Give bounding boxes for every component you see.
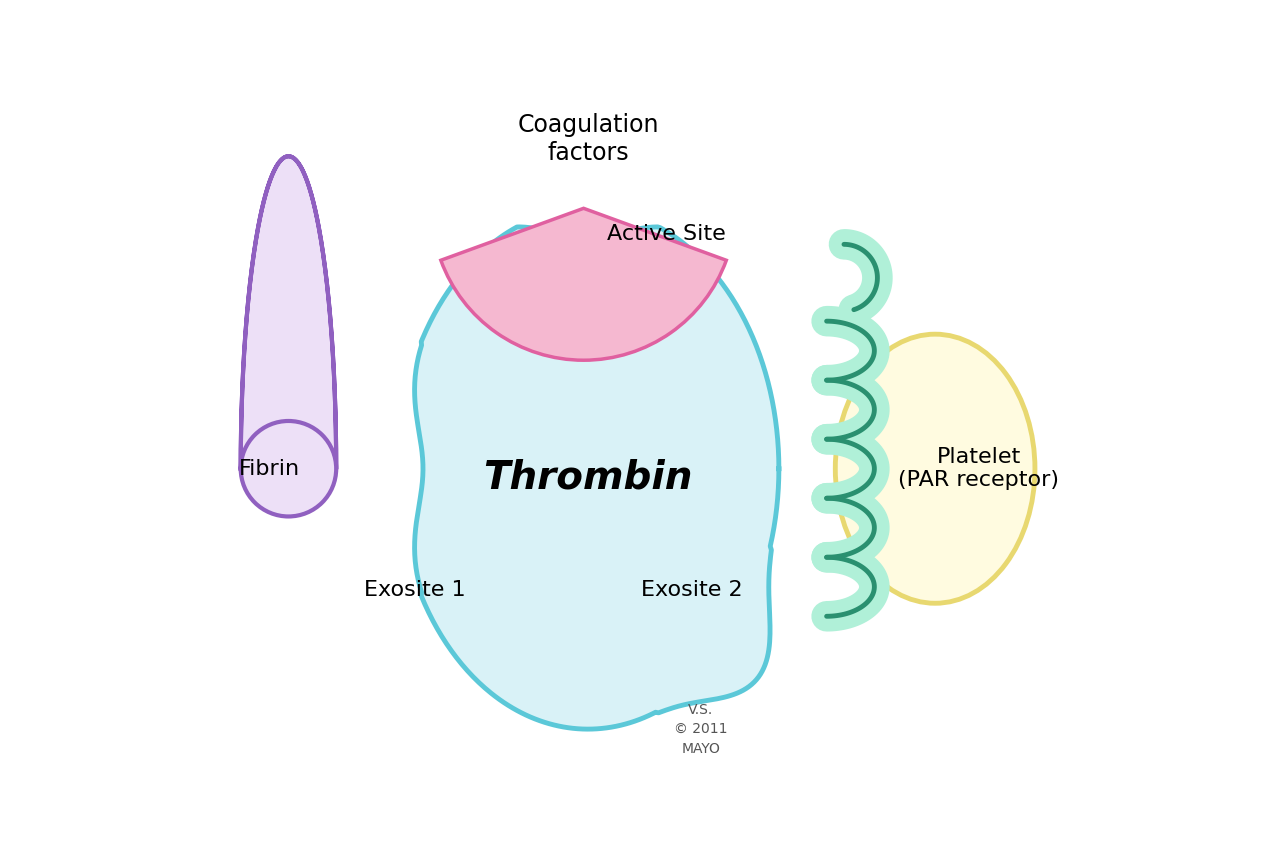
Wedge shape	[440, 208, 726, 360]
Text: Platelet
(PAR receptor): Platelet (PAR receptor)	[899, 447, 1059, 490]
Text: Exosite 2: Exosite 2	[641, 580, 742, 601]
Text: Exosite 1: Exosite 1	[364, 580, 465, 601]
Text: Coagulation
factors: Coagulation factors	[517, 113, 659, 165]
Text: Fibrin: Fibrin	[239, 458, 300, 479]
Polygon shape	[415, 227, 778, 729]
Text: Thrombin: Thrombin	[484, 458, 692, 496]
Polygon shape	[241, 156, 337, 469]
Ellipse shape	[836, 334, 1036, 603]
Ellipse shape	[241, 421, 337, 516]
Text: Active Site: Active Site	[607, 224, 726, 245]
Text: V.S.
© 2011
MAYO: V.S. © 2011 MAYO	[675, 702, 727, 756]
